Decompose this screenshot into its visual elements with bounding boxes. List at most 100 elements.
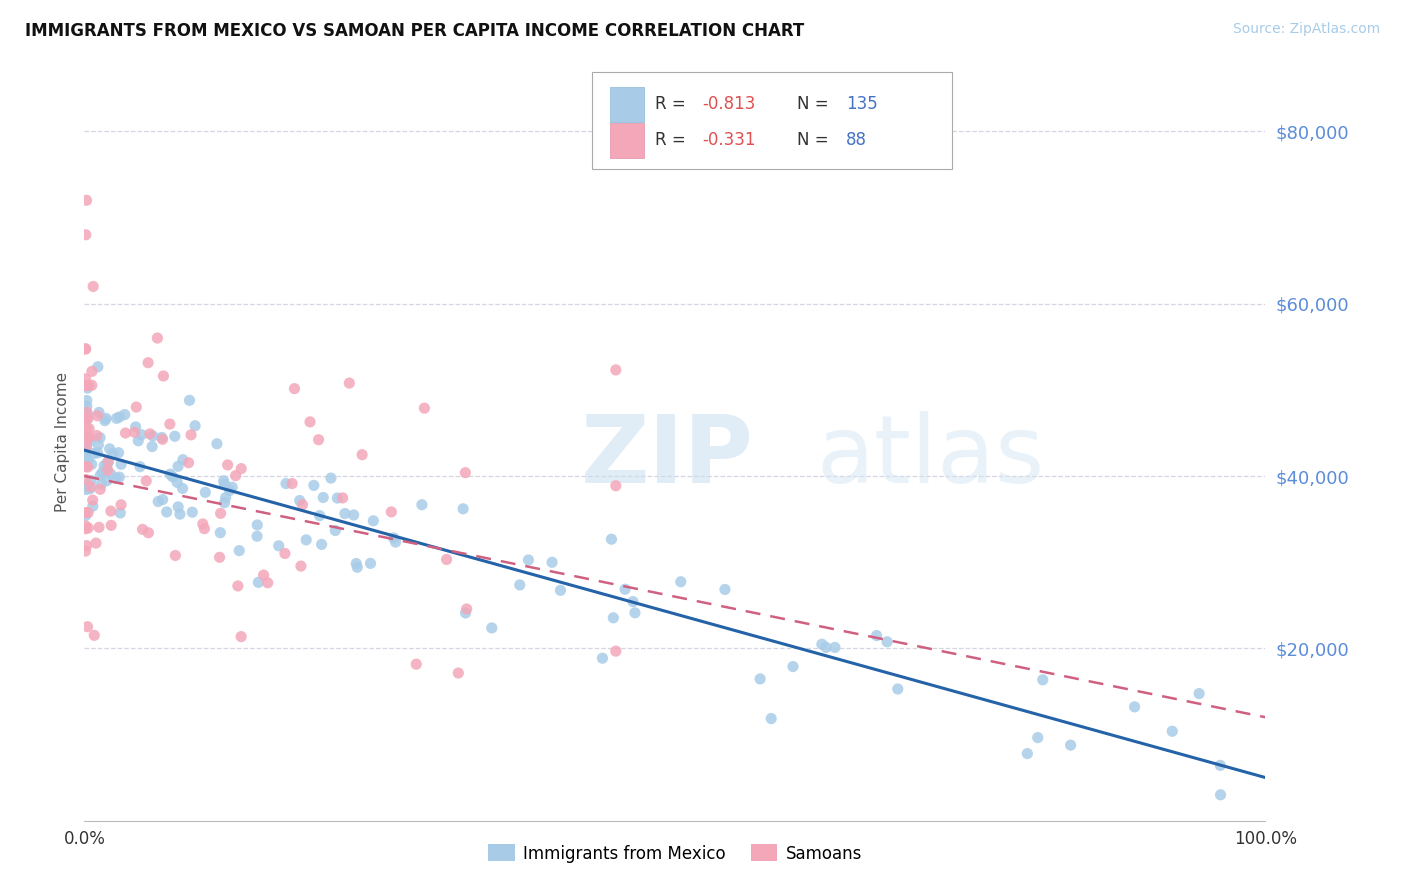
Point — [312, 491, 335, 505]
Point — [411, 498, 433, 512]
Point — [79, 482, 101, 496]
Point — [319, 471, 342, 485]
Point — [876, 634, 898, 648]
Point — [108, 409, 131, 424]
Point — [225, 468, 247, 483]
Point — [90, 477, 112, 491]
Point — [621, 594, 644, 608]
Text: N =: N = — [797, 131, 834, 149]
Point — [288, 493, 311, 508]
Point — [152, 369, 174, 384]
Point — [77, 430, 100, 444]
Point — [75, 506, 97, 520]
Text: N =: N = — [797, 95, 834, 113]
FancyBboxPatch shape — [610, 123, 644, 158]
Point — [75, 458, 97, 473]
Point — [75, 443, 97, 458]
Point — [509, 578, 531, 592]
Point — [384, 535, 406, 549]
Point — [283, 382, 305, 396]
Point — [139, 426, 162, 441]
Point — [162, 470, 184, 484]
Point — [247, 575, 270, 590]
Point — [759, 712, 782, 726]
Point — [209, 525, 232, 540]
Text: 135: 135 — [846, 95, 877, 113]
Point — [80, 364, 103, 378]
Point — [152, 432, 174, 446]
Point — [138, 525, 160, 540]
Point — [152, 492, 174, 507]
Point — [405, 657, 427, 672]
Point — [77, 422, 100, 436]
Point — [360, 557, 382, 571]
Point — [714, 582, 737, 597]
Point — [332, 491, 354, 505]
Point — [100, 504, 122, 518]
Point — [1161, 724, 1184, 739]
Text: R =: R = — [655, 131, 690, 149]
Point — [75, 227, 97, 242]
Point — [436, 552, 458, 566]
Point — [1123, 699, 1146, 714]
Point — [100, 467, 122, 482]
Point — [1017, 747, 1039, 761]
Point — [346, 560, 368, 574]
Point — [76, 432, 98, 446]
Point — [86, 409, 108, 423]
Point — [208, 550, 231, 565]
Point — [86, 446, 108, 460]
Point — [295, 533, 318, 547]
Point — [1026, 731, 1049, 745]
Point — [749, 672, 772, 686]
Point — [135, 474, 157, 488]
Point — [107, 446, 129, 460]
Point — [344, 557, 367, 571]
Point — [218, 483, 240, 498]
Point — [94, 411, 117, 425]
Point — [274, 546, 297, 560]
Point — [114, 425, 136, 440]
Point — [550, 583, 572, 598]
Point — [231, 630, 253, 644]
Point — [129, 459, 152, 474]
Point — [333, 507, 356, 521]
Point — [80, 378, 103, 392]
Point — [323, 524, 346, 538]
Point — [79, 434, 101, 449]
Point — [76, 405, 98, 419]
Point — [80, 480, 103, 494]
Point — [75, 372, 97, 386]
Point — [77, 408, 100, 422]
Point — [205, 436, 228, 450]
Point — [110, 458, 132, 472]
Point — [267, 539, 290, 553]
Point — [131, 522, 153, 536]
Point — [1209, 788, 1232, 802]
Point — [221, 480, 243, 494]
Point — [105, 411, 128, 425]
Point — [77, 521, 100, 535]
Point — [76, 381, 98, 395]
Point — [148, 494, 170, 508]
Point — [76, 194, 98, 208]
Point — [87, 438, 110, 452]
Point — [75, 508, 97, 523]
Point — [212, 474, 235, 488]
Point — [1209, 758, 1232, 772]
Point — [87, 405, 110, 419]
Point — [86, 428, 108, 442]
Point — [83, 628, 105, 642]
Point — [75, 479, 97, 493]
Point — [815, 640, 838, 655]
Point — [181, 505, 204, 519]
Point — [193, 522, 215, 536]
Point — [194, 485, 217, 500]
Point — [214, 477, 236, 491]
Point — [150, 430, 173, 444]
Point — [96, 457, 118, 471]
Point — [76, 422, 98, 436]
Point — [256, 575, 278, 590]
Point — [80, 457, 103, 471]
Point — [180, 428, 202, 442]
